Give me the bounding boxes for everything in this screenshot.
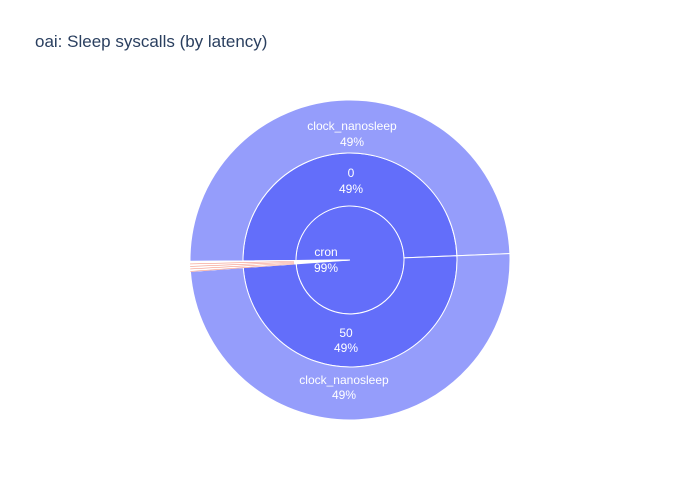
- sunburst-labels: cron 99% 0 49% 50 49% clock_nanosleep 49…: [299, 119, 397, 402]
- syscall-top-label: clock_nanosleep: [307, 119, 397, 133]
- syscall-bottom-percent: 49%: [332, 388, 356, 402]
- root-label: cron: [314, 245, 337, 259]
- sunburst-segments: [189, 99, 511, 421]
- minor-slice-edge-0: [190, 263, 295, 272]
- latency-0-label: 0: [348, 166, 355, 180]
- syscall-bottom-segment[interactable]: [189, 253, 511, 421]
- syscall-bottom-label: clock_nanosleep: [299, 373, 389, 387]
- latency-0-percent: 49%: [339, 182, 363, 196]
- root-percent: 99%: [314, 261, 338, 275]
- minor-slice-edge-1: [190, 262, 295, 270]
- syscall-top-segment[interactable]: [189, 99, 511, 262]
- minor-slice-edge-3: [190, 261, 295, 265]
- latency-50-label: 50: [339, 326, 353, 340]
- chart-title: oai: Sleep syscalls (by latency): [35, 32, 268, 51]
- minor-slice-edge-2: [190, 261, 295, 267]
- latency-50-percent: 49%: [334, 341, 358, 355]
- syscall-top-percent: 49%: [340, 135, 364, 149]
